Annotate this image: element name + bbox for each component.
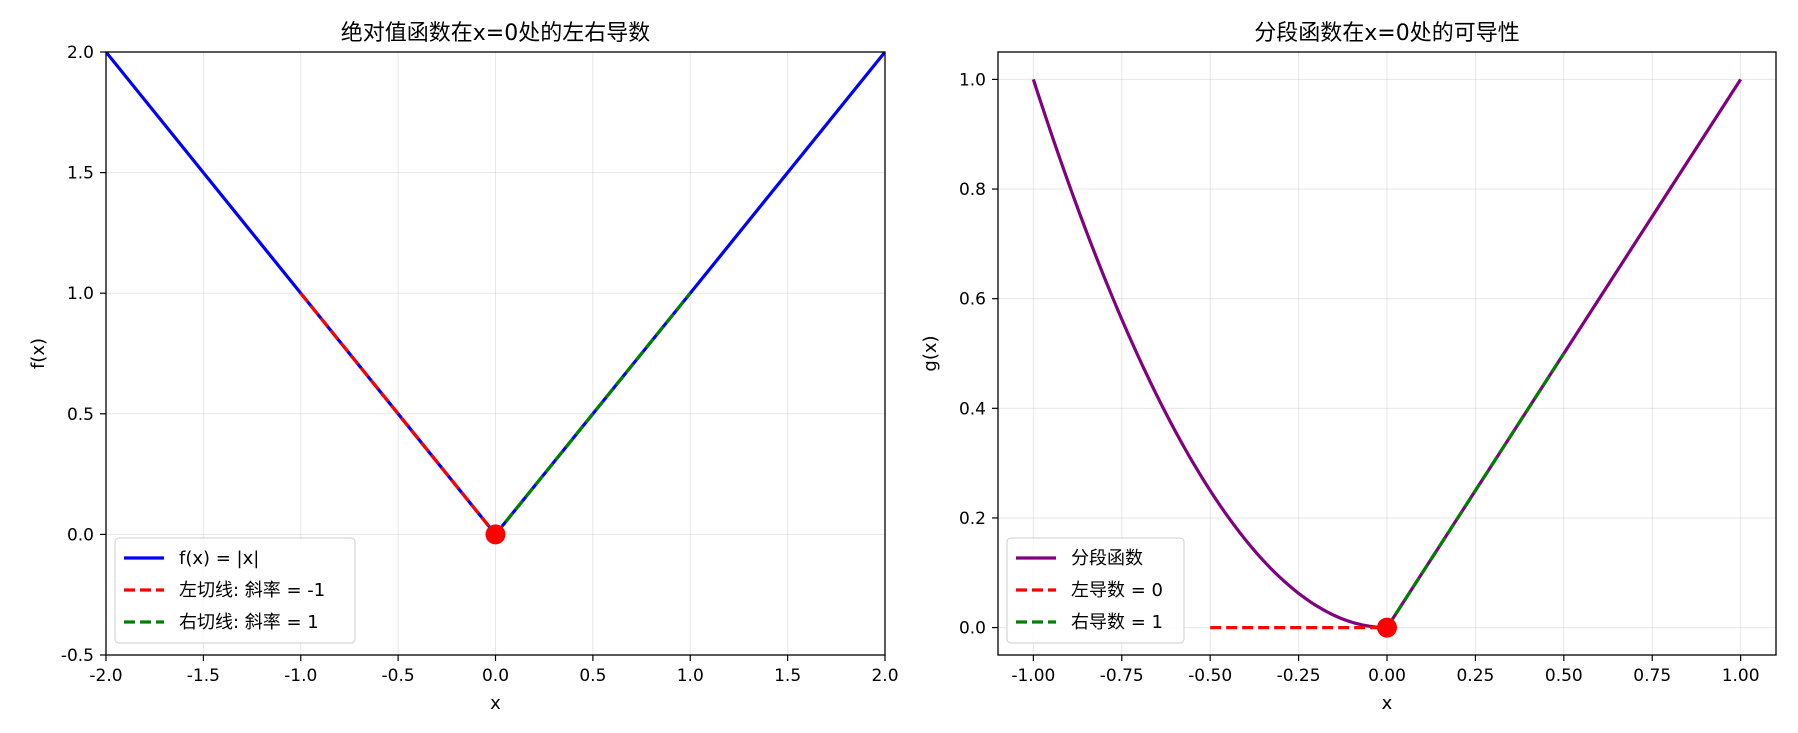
y-tick-label: 0.5 <box>67 405 94 425</box>
chart-panel-2: -1.00 -0.75 -0.50 -0.25 0.00 0.25 0.50 0.75 1.00… <box>920 21 1777 714</box>
legend-box <box>1006 537 1185 644</box>
y-tick-label: 1.0 <box>959 70 986 90</box>
legend-label-3: 右切线: 斜率 = 1 <box>179 612 319 633</box>
chart-title: 分段函数在x=0处的可导性 <box>1254 21 1519 46</box>
y-tick-label: 1.5 <box>67 164 94 184</box>
x-tick-label: -2.0 <box>89 666 122 686</box>
x-tick-label: 2.0 <box>871 666 898 686</box>
x-tick-label: 0.50 <box>1545 666 1583 686</box>
series-line-3 <box>494 292 692 536</box>
x-tick-label: -0.75 <box>1100 666 1144 686</box>
x-tick-label: -1.00 <box>1011 666 1055 686</box>
y-tick-label: -0.5 <box>61 646 94 666</box>
x-axis-label: x <box>1382 693 1393 714</box>
legend-label-2: 左切线: 斜率 = -1 <box>179 580 325 601</box>
y-axis-label: f(x) <box>28 338 49 369</box>
plot-area <box>1031 78 1742 630</box>
x-tick-label: 0.25 <box>1456 666 1494 686</box>
highlight-point <box>485 524 506 545</box>
legend-label-1: 分段函数 <box>1071 548 1143 569</box>
x-tick-label: -0.50 <box>1188 666 1232 686</box>
legend-label-1: f(x) = |x| <box>179 548 259 569</box>
y-tick-label: 0.6 <box>959 290 986 310</box>
y-tick-label: 0.2 <box>959 509 986 529</box>
legend-label-2: 左导数 = 0 <box>1071 580 1163 601</box>
x-tick-label: 0.00 <box>1368 666 1406 686</box>
x-tick-label: 1.5 <box>774 666 801 686</box>
series-line-1 <box>1031 78 1742 630</box>
x-tick-label: 0.0 <box>482 666 509 686</box>
y-tick-label: 1.0 <box>67 284 94 304</box>
legend-label-3: 右导数 = 1 <box>1071 612 1163 633</box>
legend-box <box>114 537 356 644</box>
y-tick-label: 0.0 <box>959 619 986 639</box>
legend: f(x) = |x| 左切线: 斜率 = -1 右切线: 斜率 = 1 <box>114 537 356 644</box>
x-tick-label: 0.75 <box>1633 666 1671 686</box>
x-tick-label: 1.0 <box>677 666 704 686</box>
x-tick-label: -1.5 <box>187 666 220 686</box>
x-tick-label: 0.5 <box>579 666 606 686</box>
y-tick-label: 2.0 <box>67 43 94 63</box>
y-axis-label: g(x) <box>920 335 941 371</box>
chart-title: 绝对值函数在x=0处的左右导数 <box>341 21 650 46</box>
series-line-3 <box>1385 352 1566 629</box>
highlight-point <box>1377 617 1397 638</box>
x-tick-label: -0.5 <box>382 666 415 686</box>
chart-panel-1: -2.0 -1.5 -1.0 -0.5 0.0 0.5 1.0 1.5 2.0 -0.5 0.0 0.… <box>28 21 899 714</box>
y-tick-label: 0.4 <box>959 399 986 419</box>
y-tick-label: 0.0 <box>67 525 94 545</box>
series-line-2 <box>299 292 497 536</box>
x-tick-label: 1.00 <box>1722 666 1760 686</box>
x-tick-label: -1.0 <box>284 666 317 686</box>
x-axis-label: x <box>490 693 501 714</box>
y-tick-label: 0.8 <box>959 180 986 200</box>
x-tick-label: -0.25 <box>1277 666 1321 686</box>
